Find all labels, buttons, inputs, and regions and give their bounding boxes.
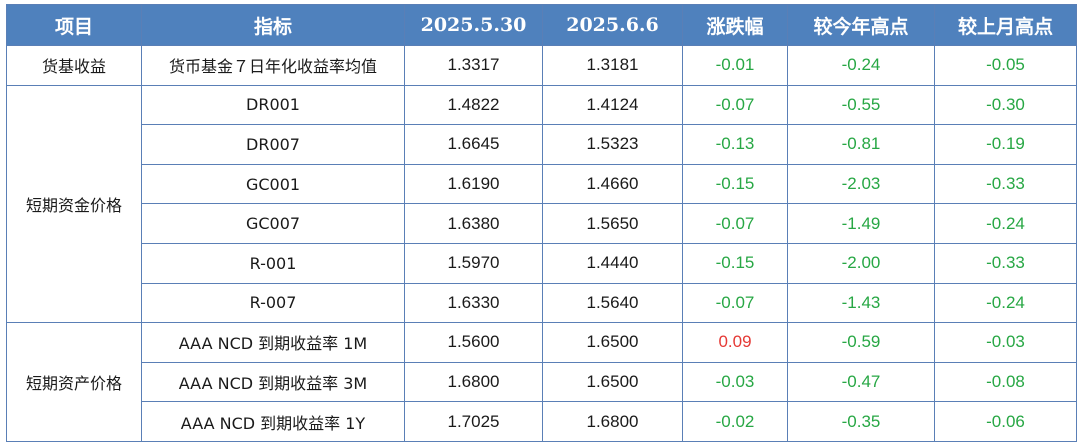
vs-month-high-cell: -0.19: [934, 124, 1077, 165]
header-vs-month-high: 较上月高点: [934, 4, 1077, 46]
change-cell: -0.07: [682, 84, 788, 126]
table-row: AAA NCD 到期收益率 1Y 1.7025 1.6800 -0.02 -0.35 -0…: [7, 401, 1077, 442]
value-date-1-cell: 1.4822: [404, 84, 543, 126]
value-date-2-cell: 1.4660: [542, 163, 683, 205]
table-row: 短期资产价格 AAA NCD 到期收益率 1M 1.5600 1.6500 0.09 -0…: [6, 322, 1077, 442]
vs-year-high-cell: -0.24: [787, 45, 935, 86]
value-date-2-cell: 1.5650: [542, 203, 683, 244]
change-cell: -0.07: [682, 282, 788, 324]
value-date-1-cell: 1.7025: [404, 401, 543, 442]
vs-month-high-cell: -0.24: [934, 203, 1077, 244]
indicator-cell: GC007: [141, 203, 405, 244]
vs-month-high-cell: -0.33: [934, 163, 1077, 205]
table-header: 项目 指标 2025.5.30 2025.6.6 涨跌幅 较今年高点 较上月高点: [6, 4, 1077, 46]
value-date-2-cell: 1.5640: [542, 282, 683, 324]
category-cell: 短期资产价格: [6, 322, 142, 442]
vs-month-high-cell: -0.33: [934, 242, 1077, 284]
table-body: 货基收益 货币基金７日年化收益率均值 1.3317 1.3181 -0.01 -0.24-…: [6, 45, 1077, 442]
value-date-2-cell: 1.6500: [542, 361, 683, 403]
header-date-1: 2025.5.30: [404, 4, 543, 46]
vs-year-high-cell: -0.47: [787, 361, 935, 403]
change-cell: -0.03: [682, 361, 788, 403]
header-change: 涨跌幅: [682, 4, 788, 46]
vs-month-high-cell: -0.08: [934, 361, 1077, 403]
vs-month-high-cell: -0.30: [934, 84, 1077, 126]
value-date-1-cell: 1.3317: [404, 45, 543, 86]
value-date-1-cell: 1.5970: [404, 242, 543, 284]
value-date-1-cell: 1.6330: [404, 282, 543, 324]
table-row: R-007 1.6330 1.5640 -0.07 -1.43 -0.24: [7, 282, 1077, 324]
header-row: 项目 指标 2025.5.30 2025.6.6 涨跌幅 较今年高点 较上月高点: [6, 4, 1077, 46]
indicator-cell: R-007: [141, 282, 405, 324]
table-row: GC001 1.6190 1.4660 -0.15 -2.03 -0.33: [7, 163, 1077, 205]
vs-year-high-cell: -1.49: [787, 203, 935, 244]
value-date-2-cell: 1.6500: [542, 322, 683, 363]
value-date-2-cell: 1.4440: [542, 242, 683, 284]
category-cell: 货基收益: [6, 45, 142, 86]
vs-year-high-cell: -1.43: [787, 282, 935, 324]
change-cell: -0.15: [682, 242, 788, 284]
change-cell: -0.01: [682, 45, 788, 86]
header-indicator: 指标: [141, 4, 405, 46]
indicator-cell: GC001: [141, 163, 405, 205]
indicator-cell: 货币基金７日年化收益率均值: [141, 45, 405, 86]
value-date-2-cell: 1.3181: [542, 45, 683, 86]
header-item: 项目: [6, 4, 142, 46]
change-cell: -0.02: [682, 401, 788, 442]
vs-year-high-cell: -2.00: [787, 242, 935, 284]
change-cell: 0.09: [682, 322, 788, 363]
table-row: R-001 1.5970 1.4440 -0.15 -2.00 -0.33: [7, 242, 1077, 284]
vs-month-high-cell: -0.03: [934, 322, 1077, 363]
value-date-1-cell: 1.6380: [404, 203, 543, 244]
indicator-cell: R-001: [141, 242, 405, 284]
indicator-cell: AAA NCD 到期收益率 1Y: [141, 401, 405, 442]
value-date-2-cell: 1.4124: [542, 84, 683, 126]
header-vs-year-high: 较今年高点: [787, 4, 935, 46]
value-date-1-cell: 1.6800: [404, 361, 543, 403]
value-date-2-cell: 1.6800: [542, 401, 683, 442]
table-row: AAA NCD 到期收益率 3M 1.6800 1.6500 -0.03 -0.47 -0…: [7, 361, 1077, 403]
table-row: DR007 1.6645 1.5323 -0.13 -0.81 -0.19: [7, 124, 1077, 165]
vs-month-high-cell: -0.24: [934, 282, 1077, 324]
table-row: GC007 1.6380 1.5650 -0.07 -1.49 -0.24: [7, 203, 1077, 244]
value-date-1-cell: 1.6645: [404, 124, 543, 165]
table-row: 货基收益 货币基金７日年化收益率均值 1.3317 1.3181 -0.01 -0.24-…: [6, 45, 1077, 86]
indicator-cell: AAA NCD 到期收益率 3M: [141, 361, 405, 403]
vs-year-high-cell: -0.59: [787, 322, 935, 363]
table-row: 短期资金价格 DR001 1.4822 1.4124 -0.07 -0.55 -0.30: [6, 84, 1077, 324]
vs-year-high-cell: -2.03: [787, 163, 935, 205]
value-date-1-cell: 1.6190: [404, 163, 543, 205]
vs-year-high-cell: -0.55: [787, 84, 935, 126]
vs-year-high-cell: -0.35: [787, 401, 935, 442]
vs-year-high-cell: -0.81: [787, 124, 935, 165]
change-cell: -0.07: [682, 203, 788, 244]
change-cell: -0.13: [682, 124, 788, 165]
indicator-cell: DR001: [141, 84, 405, 126]
header-date-2: 2025.6.6: [542, 4, 683, 46]
vs-month-high-cell: -0.05: [934, 45, 1077, 86]
value-date-2-cell: 1.5323: [542, 124, 683, 165]
change-cell: -0.15: [682, 163, 788, 205]
indicator-cell: DR007: [141, 124, 405, 165]
indicator-cell: AAA NCD 到期收益率 1M: [141, 322, 405, 363]
vs-month-high-cell: -0.06: [934, 401, 1077, 442]
category-cell: 短期资金价格: [6, 84, 142, 324]
value-date-1-cell: 1.5600: [404, 322, 543, 363]
rates-table: 项目 指标 2025.5.30 2025.6.6 涨跌幅 较今年高点 较上月高点…: [6, 4, 1077, 442]
